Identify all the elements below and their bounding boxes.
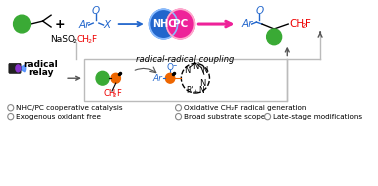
Text: F: F [91, 35, 96, 44]
Text: Ar: Ar [241, 19, 253, 29]
Circle shape [266, 29, 282, 45]
Text: NaSO: NaSO [50, 35, 75, 44]
Text: N: N [192, 62, 198, 71]
Text: 2: 2 [73, 39, 77, 44]
Text: 2: 2 [301, 23, 306, 29]
Circle shape [111, 73, 121, 83]
Text: F: F [305, 19, 311, 29]
Text: NHC: NHC [152, 19, 175, 29]
Circle shape [14, 15, 31, 33]
Wedge shape [19, 65, 26, 72]
Text: 2: 2 [88, 39, 91, 44]
Text: Exogenous oxidant free: Exogenous oxidant free [16, 114, 101, 120]
FancyBboxPatch shape [84, 59, 287, 101]
Circle shape [166, 9, 194, 39]
Text: +: + [54, 17, 65, 31]
Text: radical: radical [23, 60, 58, 69]
Text: Ar: Ar [153, 74, 163, 83]
Text: relay: relay [28, 68, 54, 77]
Text: N: N [199, 79, 205, 88]
Circle shape [149, 9, 178, 39]
Text: radical-radical coupling: radical-radical coupling [136, 55, 234, 64]
Text: CH: CH [76, 35, 89, 44]
Text: Oxidative CH₂F radical generation: Oxidative CH₂F radical generation [184, 105, 307, 111]
Text: CH: CH [104, 89, 116, 98]
Text: PC: PC [173, 19, 188, 29]
Text: –: – [173, 61, 177, 70]
Circle shape [166, 73, 175, 83]
Text: O: O [167, 63, 174, 72]
Circle shape [96, 71, 109, 85]
Text: N: N [184, 66, 190, 75]
Text: CH: CH [289, 19, 304, 29]
FancyBboxPatch shape [9, 63, 21, 73]
Text: N: N [198, 86, 204, 94]
Ellipse shape [16, 65, 21, 72]
Text: O: O [92, 6, 100, 16]
Text: O: O [255, 6, 263, 16]
Text: Late-stage modifications: Late-stage modifications [273, 114, 363, 120]
Text: NHC/PC cooperative catalysis: NHC/PC cooperative catalysis [16, 105, 123, 111]
Text: Broad substrate scope: Broad substrate scope [184, 114, 265, 120]
Text: +: + [193, 89, 198, 94]
Text: F: F [116, 89, 121, 98]
Text: 2: 2 [113, 93, 116, 98]
Text: Ar: Ar [78, 20, 90, 30]
Text: R': R' [186, 86, 194, 94]
Text: N: N [201, 66, 207, 75]
Text: X: X [104, 20, 111, 30]
